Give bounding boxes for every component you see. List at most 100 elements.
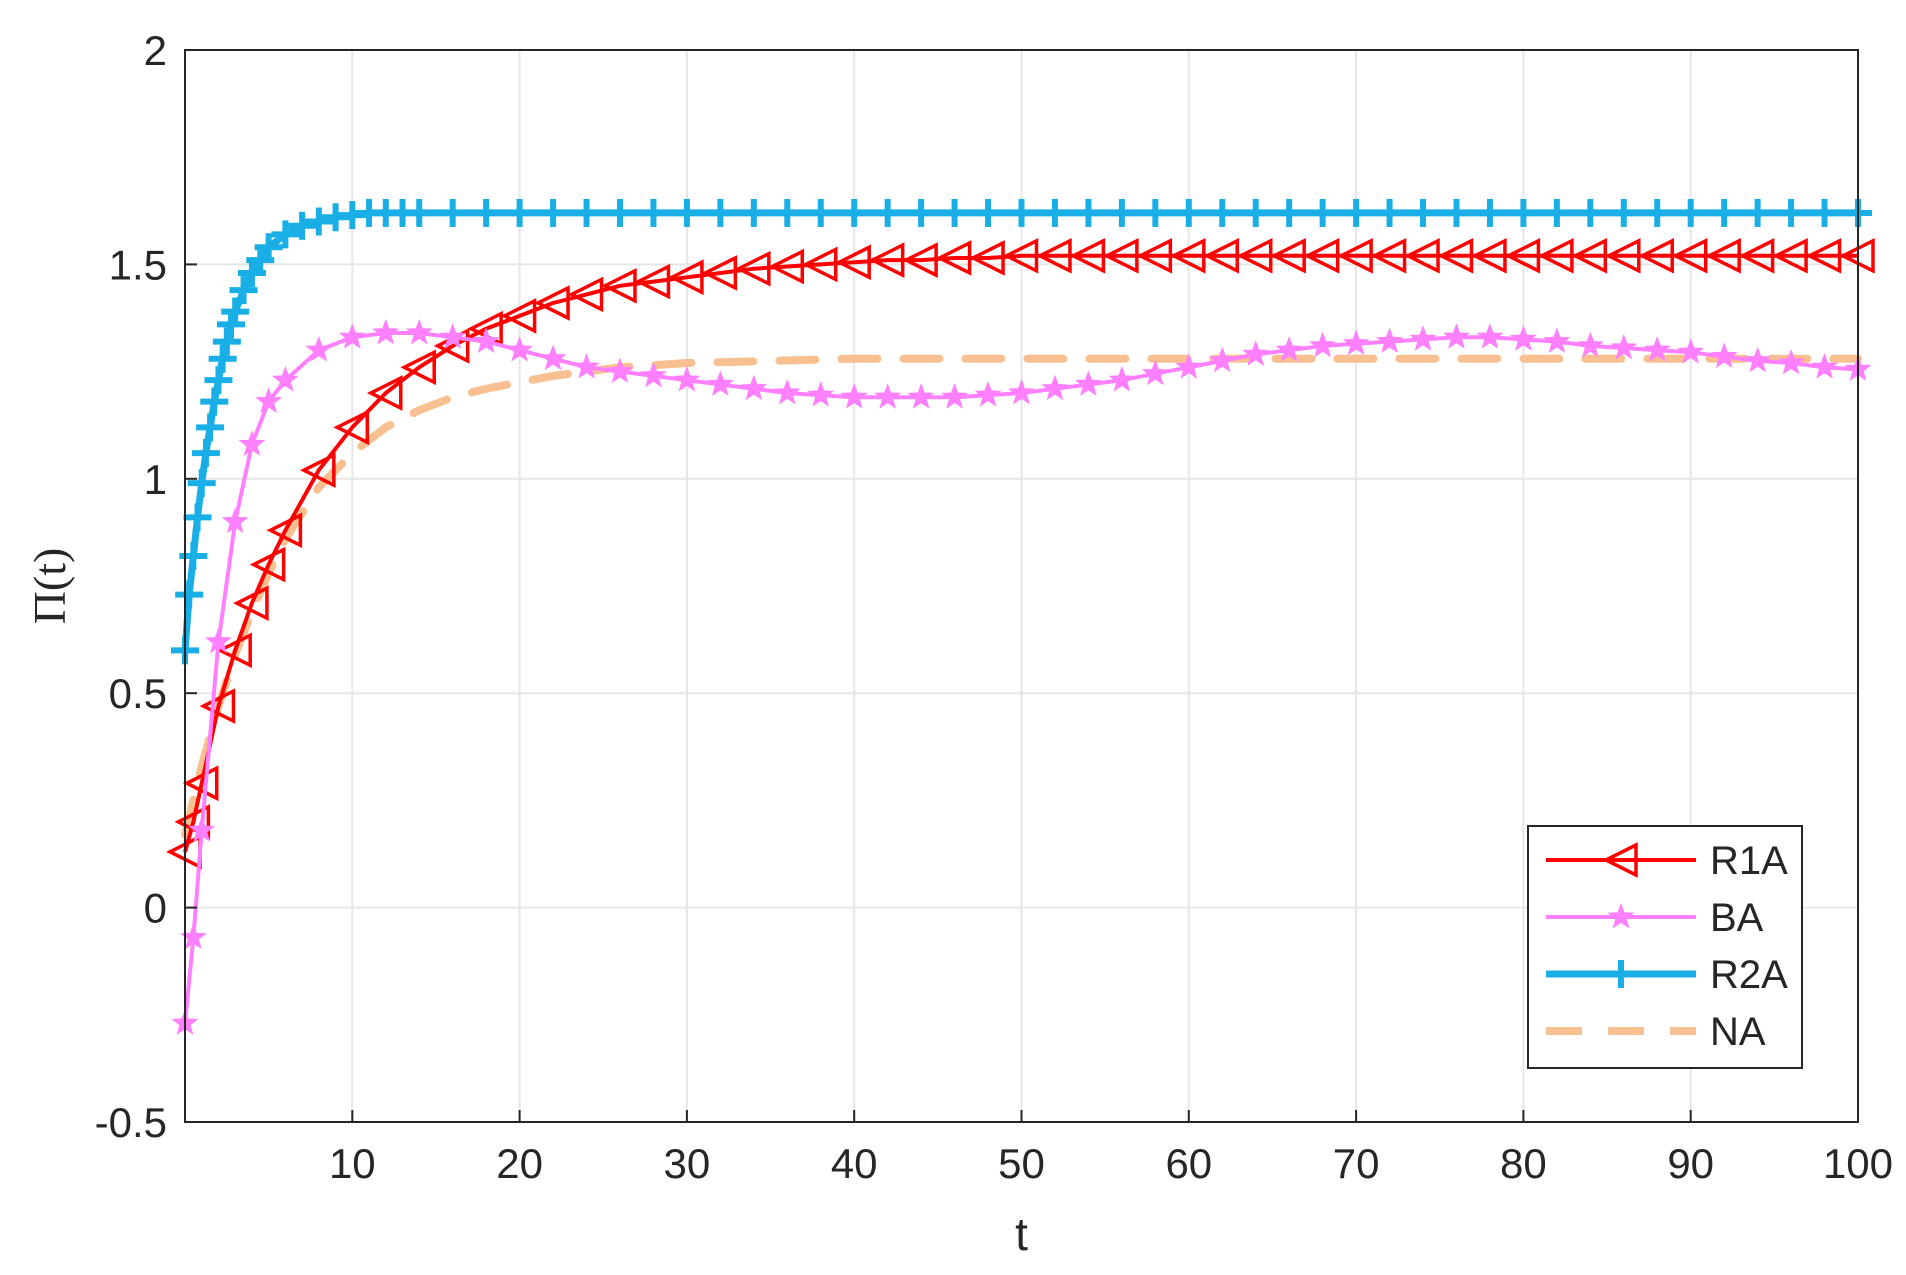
data-point [801,246,838,283]
y-tick-label: 2 [144,27,167,74]
legend-label: BA [1710,896,1764,940]
data-point [1509,325,1537,351]
data-point [266,512,303,549]
data-point [438,198,467,227]
data-point [216,632,252,669]
data-point [1041,374,1069,401]
data-point [534,285,570,321]
data-point [701,255,738,291]
y-tick-label: 0.5 [109,670,167,717]
data-point [506,336,534,362]
data-point [734,250,771,287]
data-point [255,387,283,414]
data-point [1744,346,1772,373]
data-point [1309,331,1337,358]
data-point [1576,198,1605,227]
data-point [840,383,868,409]
data-point [1607,902,1635,929]
x-tick-label: 20 [496,1140,543,1187]
data-point [667,259,704,296]
data-point [304,207,333,236]
data-point [1777,348,1805,375]
data-point [1576,331,1604,358]
data-point [200,387,229,416]
x-tick-label: 80 [1500,1140,1547,1187]
data-point [299,452,336,489]
series-ba [171,318,1872,1035]
legend-label: R2A [1710,953,1788,997]
data-point [288,211,317,240]
data-point [940,198,969,227]
data-point [835,244,871,281]
data-point [634,263,671,300]
data-point [907,198,936,227]
data-point [1342,329,1370,356]
x-tick-label: 70 [1333,1140,1380,1187]
x-tick-label: 40 [831,1140,878,1187]
data-point [1008,378,1035,405]
data-point [405,318,433,345]
x-tick-label: 100 [1823,1140,1893,1187]
data-point [191,439,220,468]
data-point [1743,198,1772,227]
data-point [1275,198,1304,227]
x-tick-label: 10 [329,1140,376,1187]
data-point [768,248,805,285]
data-point [188,816,216,842]
data-point [807,381,835,407]
data-point [1475,198,1504,227]
data-point [1242,340,1270,366]
data-point [567,276,604,313]
data-point [1609,198,1638,227]
data-point [187,469,216,498]
data-point [1107,198,1136,227]
legend: R1A BA R2A NA [1527,825,1803,1069]
data-point [1040,198,1069,227]
legend-item-r1a: R1A [1546,839,1788,883]
data-point [907,383,935,409]
data-point [1409,325,1437,351]
data-point [941,383,969,409]
data-point [217,310,246,339]
data-point [472,198,501,227]
data-point [1175,353,1203,379]
y-tick-label: 1 [144,456,167,503]
data-point [1241,198,1270,227]
data-point [405,198,434,227]
data-point [573,353,600,379]
data-point [338,323,366,349]
data-point [1677,338,1705,364]
x-tick-label: 60 [1165,1140,1212,1187]
data-point [1442,198,1471,227]
data-point [175,580,204,609]
x-tick-label: 50 [998,1140,1045,1187]
data-point [974,198,1003,227]
data-point [601,268,637,304]
data-point [229,276,258,305]
data-point [249,546,286,583]
data-point [806,198,835,227]
data-point [1141,198,1170,227]
data-point [740,374,768,401]
data-point [500,298,537,334]
data-point [1710,198,1739,227]
data-point [1409,198,1438,227]
data-point [974,381,1002,407]
x-tick-label: 30 [664,1140,711,1187]
data-point [1108,366,1136,392]
y-axis-label: Π(t) [24,548,75,625]
data-point [238,430,266,456]
data-point [1710,342,1738,369]
data-point [472,327,500,354]
data-point [639,361,667,388]
data-point [1602,842,1638,878]
data-point [1443,323,1470,349]
data-point [1643,336,1671,362]
data-point [204,627,232,654]
data-point [183,503,212,532]
series-r1a [166,237,1875,870]
data-point [204,366,233,395]
data-point [1376,327,1404,354]
data-point [1275,336,1303,362]
